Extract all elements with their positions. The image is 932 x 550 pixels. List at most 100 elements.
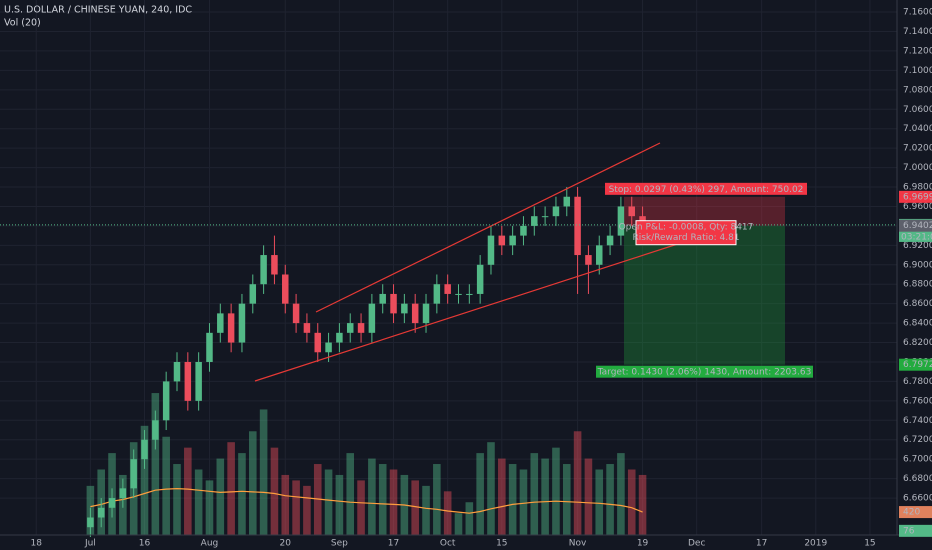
ratio-label: Risk/Reward Ratio: 4.81 (632, 233, 739, 243)
x-tick-label: 20 (280, 539, 292, 549)
candle-body (108, 498, 116, 508)
candle-body (422, 303, 430, 324)
candle-body (552, 206, 560, 217)
candle-body (487, 235, 495, 265)
volume-bar (357, 480, 365, 535)
candle-body (433, 284, 441, 304)
y-tick-label: 7.1200 (903, 46, 932, 56)
channel-lower (254, 239, 691, 382)
candle-body (401, 303, 408, 314)
volume-bar (422, 485, 430, 535)
x-tick-label: 15 (496, 539, 507, 549)
x-tick-label: 17 (756, 539, 767, 549)
x-tick-label: Sep (331, 539, 348, 549)
volume-bar (530, 453, 539, 535)
candle-body (217, 313, 224, 333)
candle-body (87, 517, 94, 528)
volume-bar (411, 480, 419, 535)
y-tick-label: 6.8600 (903, 299, 932, 309)
stop-label-box (605, 182, 807, 195)
volume-bar (270, 447, 279, 535)
candle-body (152, 420, 159, 440)
x-tick-label: 15 (864, 539, 875, 549)
y-tick-label: 6.8800 (903, 280, 932, 290)
y-tick-label: 6.9200 (903, 241, 932, 251)
channel-upper (315, 142, 661, 313)
axis-tag (899, 506, 932, 519)
y-tick-label: 7.1600 (903, 8, 932, 18)
volume-bar (281, 474, 290, 535)
axis-tag-label: 6.7972 (903, 360, 932, 370)
axis-tag-label: 420 (903, 508, 920, 518)
candle-body (97, 507, 105, 518)
candle-body (628, 206, 635, 217)
volume-bar (487, 442, 495, 535)
axis-tag (899, 190, 932, 203)
target-zone (624, 225, 785, 365)
y-tick-label: 6.7800 (903, 377, 932, 387)
volume-bar (476, 453, 484, 535)
y-tick-label: 7.0800 (903, 85, 932, 95)
volume-bar (465, 502, 474, 535)
volume-bar (216, 458, 225, 535)
candle-body (357, 323, 365, 333)
volume-bar (151, 393, 160, 535)
volume-bar (248, 431, 257, 535)
x-tick-label: 16 (139, 539, 151, 549)
volume-bar (140, 425, 149, 535)
candle-body (455, 293, 462, 295)
candle-body (379, 293, 386, 304)
y-tick-label: 7.1000 (903, 66, 932, 76)
volume-bar (162, 436, 170, 535)
x-tick-label: Nov (569, 539, 587, 549)
y-tick-label: 7.0400 (903, 124, 932, 134)
countdown: 03:21:05 (901, 232, 932, 242)
volume-bar (617, 453, 625, 535)
candle-body (346, 323, 354, 333)
candle-body (249, 284, 257, 304)
axis-tag (899, 219, 932, 232)
chart-title: U.S. DOLLAR / CHINESE YUAN, 240, IDC (4, 5, 192, 16)
volume-bar (227, 442, 235, 535)
candle-body (336, 332, 343, 343)
y-tick-label: 7.0600 (903, 105, 932, 115)
volume-bar (292, 480, 300, 535)
volume-bar (173, 464, 181, 535)
candle-body (195, 361, 202, 401)
candle-body (303, 323, 311, 333)
pnl-box (635, 220, 737, 246)
candle-body (368, 303, 376, 333)
volume-bar (259, 409, 268, 535)
volume-bar (205, 480, 214, 535)
y-tick-label: 6.9600 (903, 202, 932, 212)
x-tick-label: 18 (31, 539, 43, 549)
candle-body (314, 332, 321, 353)
axis-tag-label: 76 (903, 526, 915, 536)
volume-bar (519, 469, 528, 535)
candle-body (173, 361, 181, 382)
candle-body (184, 361, 192, 401)
candle-body (509, 235, 516, 246)
y-tick-label: 6.8400 (903, 319, 932, 329)
volume-bar (573, 431, 582, 535)
y-tick-label: 6.8200 (903, 338, 932, 348)
x-tick-label: Dec (688, 539, 705, 549)
volume-bar (498, 458, 506, 535)
candle-body (520, 225, 527, 236)
volume-bar (508, 464, 517, 535)
volume-bar (303, 485, 311, 535)
candle-body (596, 245, 603, 265)
countdown-box (899, 230, 932, 242)
volume-bar (562, 464, 571, 535)
volume-bar (194, 469, 203, 535)
axis-tag (899, 524, 932, 537)
y-tick-label: 6.6600 (903, 494, 932, 504)
candle-body (292, 303, 300, 324)
y-tick-label: 6.9800 (903, 183, 932, 193)
y-tick-label: 6.7000 (903, 455, 932, 465)
candle-body (282, 274, 289, 304)
volume-bar (638, 474, 647, 535)
